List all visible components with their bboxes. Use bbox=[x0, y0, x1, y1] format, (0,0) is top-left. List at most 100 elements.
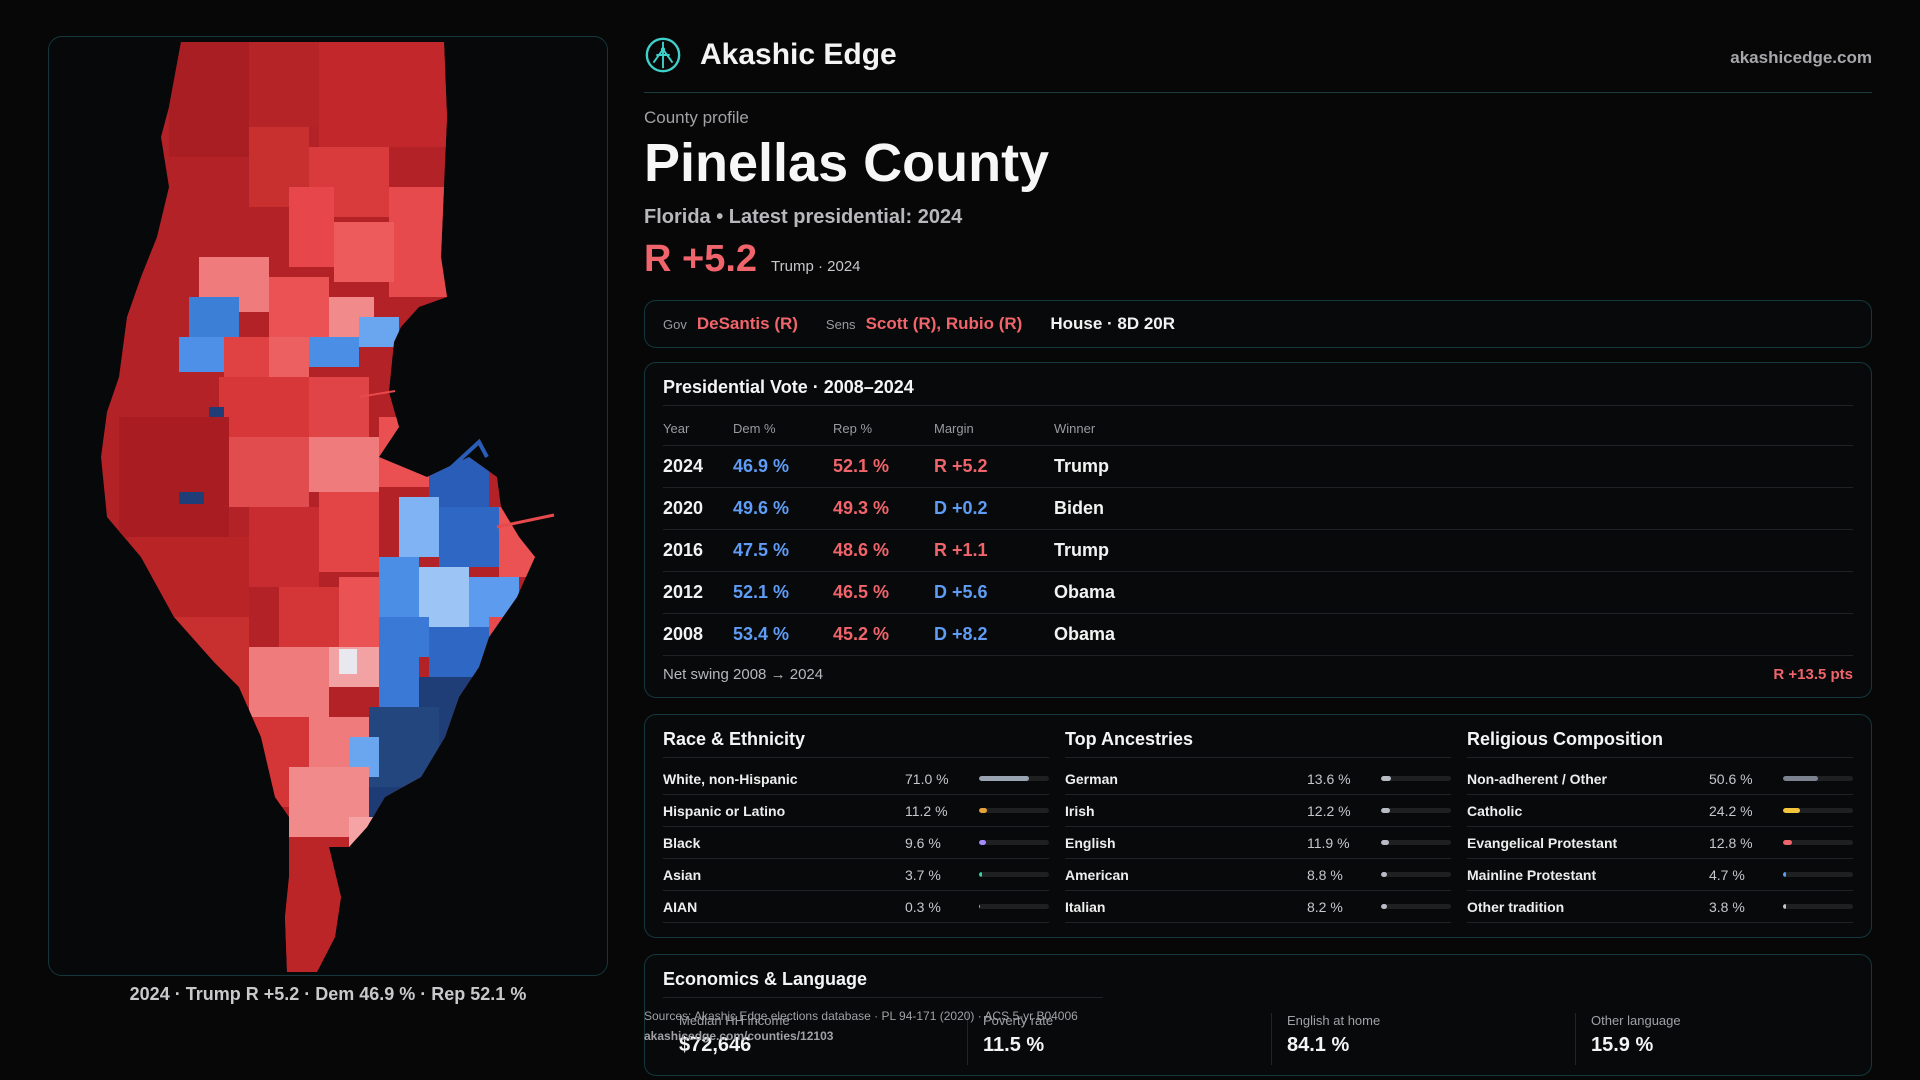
dem-cell: 52.1 % bbox=[733, 571, 833, 614]
akashic-edge-logo-icon bbox=[645, 37, 681, 73]
governor-value: DeSantis (R) bbox=[696, 314, 798, 333]
item-pct: 50.6 % bbox=[1709, 770, 1753, 787]
race-ethnicity-column: Race & Ethnicity White, non-Hispanic 71.0… bbox=[663, 715, 1049, 937]
demographics-card: Race & Ethnicity White, non-Hispanic 71.0… bbox=[644, 714, 1872, 938]
item-bar-fill bbox=[979, 840, 986, 845]
list-item[interactable]: Italian 8.2 % bbox=[1065, 891, 1451, 923]
list-item[interactable]: Catholic 24.2 % bbox=[1467, 795, 1853, 827]
site-url[interactable]: akashicedge.com bbox=[1730, 48, 1872, 67]
item-name: Non-adherent / Other bbox=[1467, 770, 1608, 787]
item-bar bbox=[979, 840, 1049, 845]
stat-label: Median HH income bbox=[679, 1013, 790, 1028]
list-item[interactable]: Other tradition 3.8 % bbox=[1467, 891, 1853, 923]
presidential-vote-card: Presidential Vote · 2008–2024 Year Dem %… bbox=[644, 362, 1872, 698]
officials-bar: Gov DeSantis (R) Sens Scott (R), Rubio (… bbox=[644, 300, 1872, 348]
list-item[interactable]: American 8.8 % bbox=[1065, 859, 1451, 891]
item-name: Italian bbox=[1065, 898, 1106, 915]
item-bar bbox=[1783, 808, 1853, 813]
headline-margin-note: Trump · 2024 bbox=[771, 258, 861, 275]
item-pct: 8.8 % bbox=[1307, 866, 1343, 883]
economics-card: Economics & Language Median HH income $7… bbox=[644, 954, 1872, 1076]
rep-cell: 48.6 % bbox=[833, 529, 934, 572]
item-name: Other tradition bbox=[1467, 898, 1565, 915]
list-item[interactable]: German 13.6 % bbox=[1065, 763, 1451, 795]
item-name: AIAN bbox=[663, 898, 698, 915]
brand-name: Akashic Edge bbox=[700, 38, 897, 71]
stat-other-language: Other language 15.9 % bbox=[1591, 1013, 1681, 1073]
item-bar-fill bbox=[1381, 840, 1390, 845]
item-name: Black bbox=[663, 834, 701, 851]
list-item[interactable]: White, non-Hispanic 71.0 % bbox=[663, 763, 1049, 795]
page-title: Pinellas County bbox=[644, 133, 1050, 193]
table-row[interactable]: 2012 52.1 % 46.5 % D +5.6 Obama bbox=[663, 571, 1853, 614]
list-item[interactable]: Asian 3.7 % bbox=[663, 859, 1049, 891]
dem-cell: 49.6 % bbox=[733, 487, 833, 530]
dem-cell: 46.9 % bbox=[733, 445, 833, 488]
stat-label: Other language bbox=[1591, 1013, 1681, 1028]
stat-label: Poverty rate bbox=[983, 1013, 1054, 1028]
col-winner: Winner bbox=[1054, 413, 1853, 446]
table-row[interactable]: 2016 47.5 % 48.6 % R +1.1 Trump bbox=[663, 529, 1853, 572]
item-bar bbox=[979, 872, 1049, 877]
col-margin: Margin bbox=[934, 413, 1054, 446]
table-row[interactable]: 2008 53.4 % 45.2 % D +8.2 Obama bbox=[663, 613, 1853, 656]
winner-cell: Obama bbox=[1054, 571, 1853, 614]
net-swing-label: Net swing 2008 → 2024 bbox=[663, 666, 824, 683]
precinct-map-svg bbox=[101, 42, 555, 972]
stat-label: English at home bbox=[1287, 1013, 1381, 1028]
item-pct: 13.6 % bbox=[1307, 770, 1351, 787]
stat-median-income: Median HH income $72,646 bbox=[679, 1013, 790, 1073]
table-row[interactable]: 2024 46.9 % 52.1 % R +5.2 Trump bbox=[663, 445, 1853, 488]
item-bar-fill bbox=[1783, 872, 1787, 877]
item-name: Evangelical Protestant bbox=[1467, 834, 1618, 851]
presidential-vote-title: Presidential Vote · 2008–2024 bbox=[663, 377, 914, 397]
item-pct: 9.6 % bbox=[905, 834, 941, 851]
item-bar-fill bbox=[1381, 808, 1390, 813]
item-pct: 0.3 % bbox=[905, 898, 941, 915]
sources-url[interactable]: akashicedge.com/counties/12103 bbox=[644, 1029, 834, 1043]
winner-cell: Biden bbox=[1054, 487, 1853, 530]
brand[interactable]: Akashic Edge bbox=[644, 36, 897, 74]
item-name: Irish bbox=[1065, 802, 1095, 819]
list-item[interactable]: Mainline Protestant 4.7 % bbox=[1467, 859, 1853, 891]
net-swing-value: R +13.5 pts bbox=[1773, 666, 1853, 683]
item-bar-fill bbox=[1381, 872, 1388, 877]
stat-value: 84.1 % bbox=[1287, 1034, 1350, 1056]
list-item[interactable]: Non-adherent / Other 50.6 % bbox=[1467, 763, 1853, 795]
list-item[interactable]: Hispanic or Latino 11.2 % bbox=[663, 795, 1049, 827]
margin-cell: D +0.2 bbox=[934, 487, 1054, 530]
list-item[interactable]: Irish 12.2 % bbox=[1065, 795, 1451, 827]
list-item[interactable]: Evangelical Protestant 12.8 % bbox=[1467, 827, 1853, 859]
item-pct: 71.0 % bbox=[905, 770, 949, 787]
sources-footer: Sources: Akashic Edge elections database… bbox=[644, 1006, 1078, 1046]
page-subtitle: Florida • Latest presidential: 2024 bbox=[644, 206, 963, 228]
headline-margin: R +5.2 Trump · 2024 bbox=[644, 238, 861, 281]
precinct-map[interactable] bbox=[48, 36, 608, 976]
item-bar-fill bbox=[1783, 840, 1792, 845]
list-item[interactable]: Black 9.6 % bbox=[663, 827, 1049, 859]
item-bar-fill bbox=[1783, 776, 1819, 781]
item-bar-fill bbox=[979, 776, 1029, 781]
header-divider bbox=[644, 92, 1872, 93]
item-bar-fill bbox=[979, 872, 982, 877]
item-name: Mainline Protestant bbox=[1467, 866, 1597, 883]
item-bar-fill bbox=[979, 808, 987, 813]
dem-cell: 53.4 % bbox=[733, 613, 833, 656]
list-item[interactable]: AIAN 0.3 % bbox=[663, 891, 1049, 923]
item-pct: 11.9 % bbox=[1307, 834, 1350, 851]
ancestries-column: Top Ancestries German 13.6 % Irish 12.2 % … bbox=[1065, 715, 1451, 937]
item-pct: 24.2 % bbox=[1709, 802, 1753, 819]
item-name: White, non-Hispanic bbox=[663, 770, 798, 787]
table-row[interactable]: 2020 49.6 % 49.3 % D +0.2 Biden bbox=[663, 487, 1853, 530]
stat-english-at-home: English at home 84.1 % bbox=[1287, 1013, 1380, 1073]
margin-cell: D +5.6 bbox=[934, 571, 1054, 614]
year-cell: 2016 bbox=[663, 529, 733, 572]
item-name: German bbox=[1065, 770, 1118, 787]
gov-label: Gov bbox=[663, 316, 687, 332]
precinct-shapes bbox=[101, 42, 535, 972]
item-pct: 8.2 % bbox=[1307, 898, 1343, 915]
list-item[interactable]: English 11.9 % bbox=[1065, 827, 1451, 859]
presidential-vote-table: Year Dem % Rep % Margin Winner 2024 46.9… bbox=[663, 413, 1853, 656]
item-pct: 3.7 % bbox=[905, 866, 941, 883]
religion-column: Religious Composition Non-adherent / Oth… bbox=[1467, 715, 1853, 937]
